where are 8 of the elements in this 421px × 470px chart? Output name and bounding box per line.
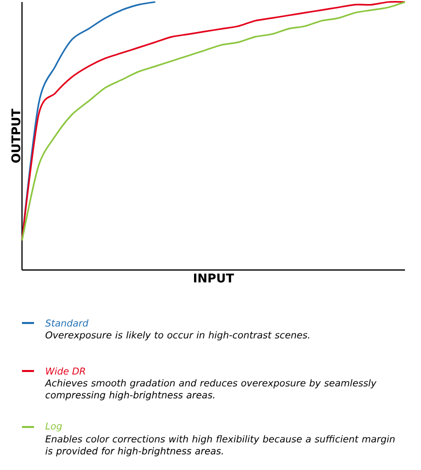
x-axis-title: INPUT — [194, 274, 234, 283]
text: Enables color corrections with high flexibility because a sufficient margin is provided for high-brightness areas. — [45, 435, 395, 456]
text: Overexposure is likely to occur in high-contrast scenes. — [46, 331, 310, 340]
legend-label: Standard — [45, 319, 88, 327]
legend-label: Wide DR — [46, 367, 85, 375]
legend-label: Log — [45, 422, 62, 432]
y-axis-title: OUTPUT — [11, 108, 20, 163]
text: Achieves smooth gradation and reduces overexposure by seamlessly compressing high-brightness areas. — [44, 379, 377, 400]
